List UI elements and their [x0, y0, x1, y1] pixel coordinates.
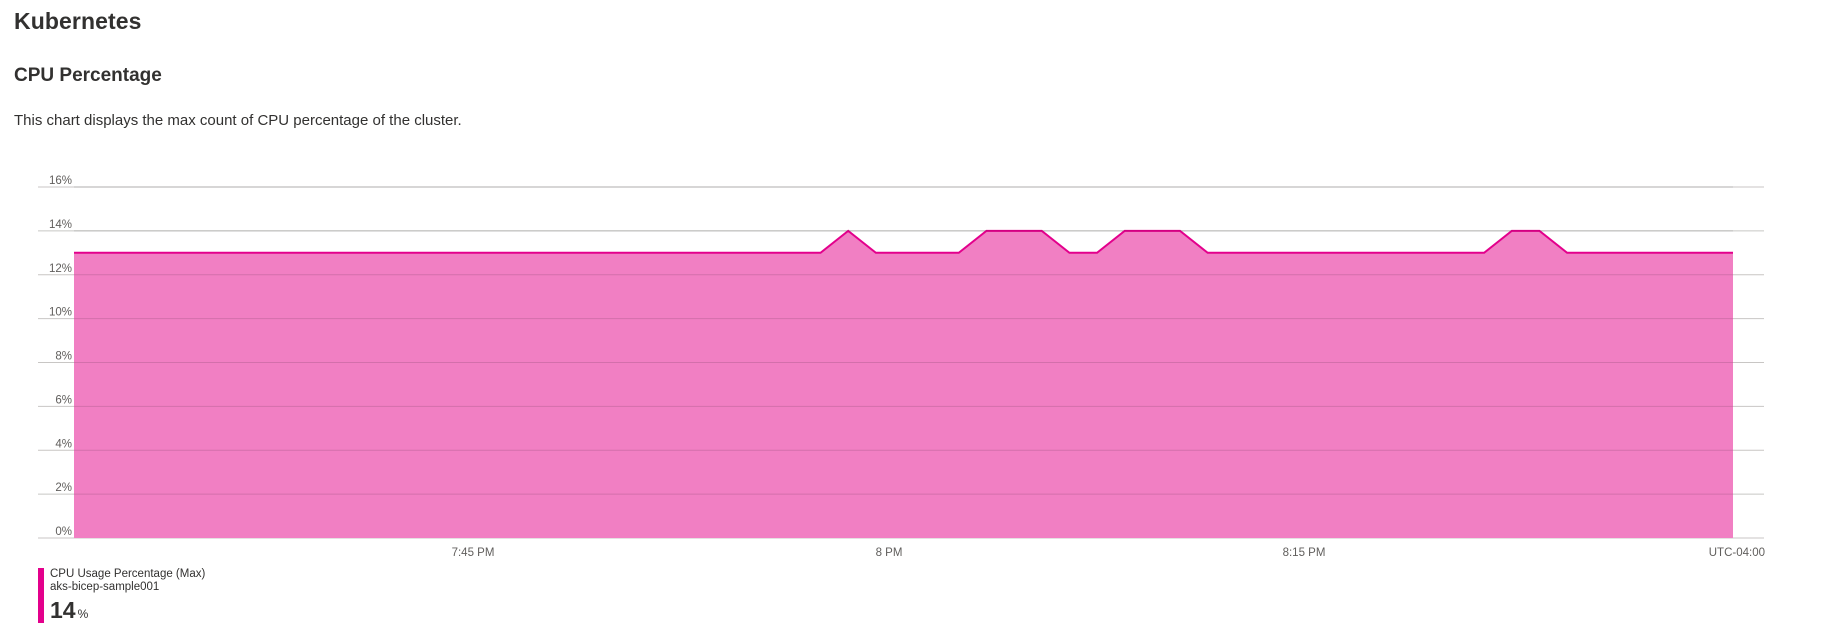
x-axis-ticks: 7:45 PM 8 PM 8:15 PM UTC-04:00 — [452, 547, 1765, 559]
x-tick-label: 8:15 PM — [1283, 547, 1326, 559]
legend-color-swatch — [38, 568, 44, 623]
chart-legend[interactable]: CPU Usage Percentage (Max) aks-bicep-sam… — [38, 568, 205, 624]
y-tick-label: 12% — [49, 263, 72, 275]
y-tick-label: 10% — [49, 307, 72, 319]
y-tick-label: 8% — [55, 351, 72, 363]
section-title: CPU Percentage — [14, 65, 162, 86]
cpu-usage-line[interactable] — [74, 229, 1733, 254]
legend-series-name: CPU Usage Percentage (Max) — [50, 568, 206, 580]
cpu-percentage-chart[interactable]: 0% 2% 4% 6% 8% 10% 12% 14% 16% 7:45 PM 8 PM 8:15 P… — [0, 0, 1822, 560]
y-tick-label: 0% — [55, 526, 72, 538]
y-tick-label: 14% — [49, 219, 72, 231]
x-tick-label: 8 PM — [876, 547, 903, 559]
x-tick-label: 7:45 PM — [452, 547, 495, 559]
page-title: Kubernetes — [14, 8, 142, 34]
y-tick-label: 6% — [55, 394, 72, 406]
legend-resource-name: aks-bicep-sample001 — [50, 581, 160, 593]
timezone-label: UTC-04:00 — [1709, 547, 1765, 559]
legend-value-unit: % — [77, 607, 89, 621]
y-tick-label: 4% — [55, 438, 72, 450]
y-tick-label: 2% — [55, 482, 72, 494]
y-tick-label: 16% — [49, 175, 72, 187]
area-layer — [74, 186, 1733, 538]
cpu-usage-area[interactable] — [74, 230, 1733, 538]
legend-current-value: 14 — [50, 597, 76, 623]
y-axis-ticks: 0% 2% 4% 6% 8% 10% 12% 14% 16% — [49, 175, 72, 538]
chart-description: This chart displays the max count of CPU… — [14, 112, 462, 129]
